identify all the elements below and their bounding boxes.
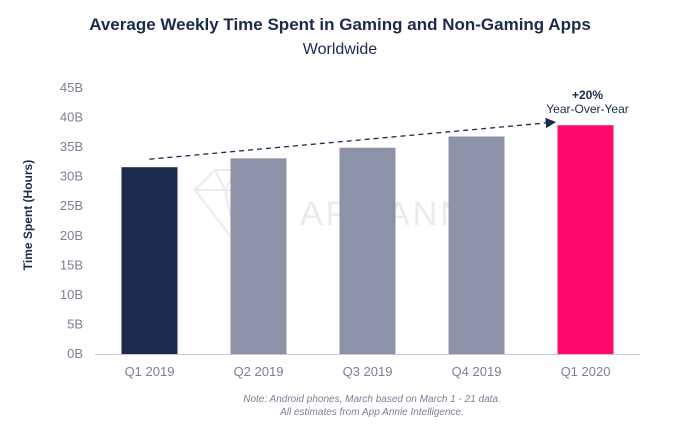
bar-q3-2019 xyxy=(339,147,396,354)
y-tick-label: 30B xyxy=(60,169,83,184)
bars xyxy=(121,125,614,355)
footnote-line-1: Note: Android phones, March based on Mar… xyxy=(243,394,501,405)
footnote-line-2: All estimates from App Annie Intelligenc… xyxy=(279,407,464,418)
x-tick-label: Q4 2019 xyxy=(452,364,502,379)
y-tick-label: 40B xyxy=(60,110,83,125)
chart-title: Average Weekly Time Spent in Gaming and … xyxy=(89,15,591,34)
y-tick-label: 0B xyxy=(67,346,83,361)
y-tick-label: 35B xyxy=(60,139,83,154)
y-tick-label: 15B xyxy=(60,257,83,272)
annotation-percent: +20% xyxy=(572,88,603,102)
x-axis-ticks: Q1 2019 Q2 2019 Q3 2019 Q4 2019 Q1 2020 xyxy=(125,364,611,379)
y-axis-label: Time Spent (Hours) xyxy=(21,160,35,270)
bar-q2-2019 xyxy=(230,158,287,354)
annotation-label: Year-Over-Year xyxy=(546,102,629,116)
y-tick-label: 10B xyxy=(60,287,83,302)
bar-q4-2019 xyxy=(448,136,505,354)
x-tick-label: Q3 2019 xyxy=(343,364,393,379)
bar-q1-2020 xyxy=(557,125,614,355)
y-tick-label: 20B xyxy=(60,228,83,243)
x-tick-label: Q2 2019 xyxy=(234,364,284,379)
x-tick-label: Q1 2020 xyxy=(561,364,611,379)
y-axis-ticks: 0B 5B 10B 15B 20B 25B 30B 35B 40B 45B xyxy=(60,80,83,361)
bar-q1-2019 xyxy=(121,167,178,354)
y-tick-label: 5B xyxy=(67,316,83,331)
x-tick-label: Q1 2019 xyxy=(125,364,175,379)
y-tick-label: 25B xyxy=(60,198,83,213)
chart-subtitle: Worldwide xyxy=(303,41,378,58)
trend-arrow xyxy=(149,117,557,160)
y-tick-label: 45B xyxy=(60,80,83,95)
